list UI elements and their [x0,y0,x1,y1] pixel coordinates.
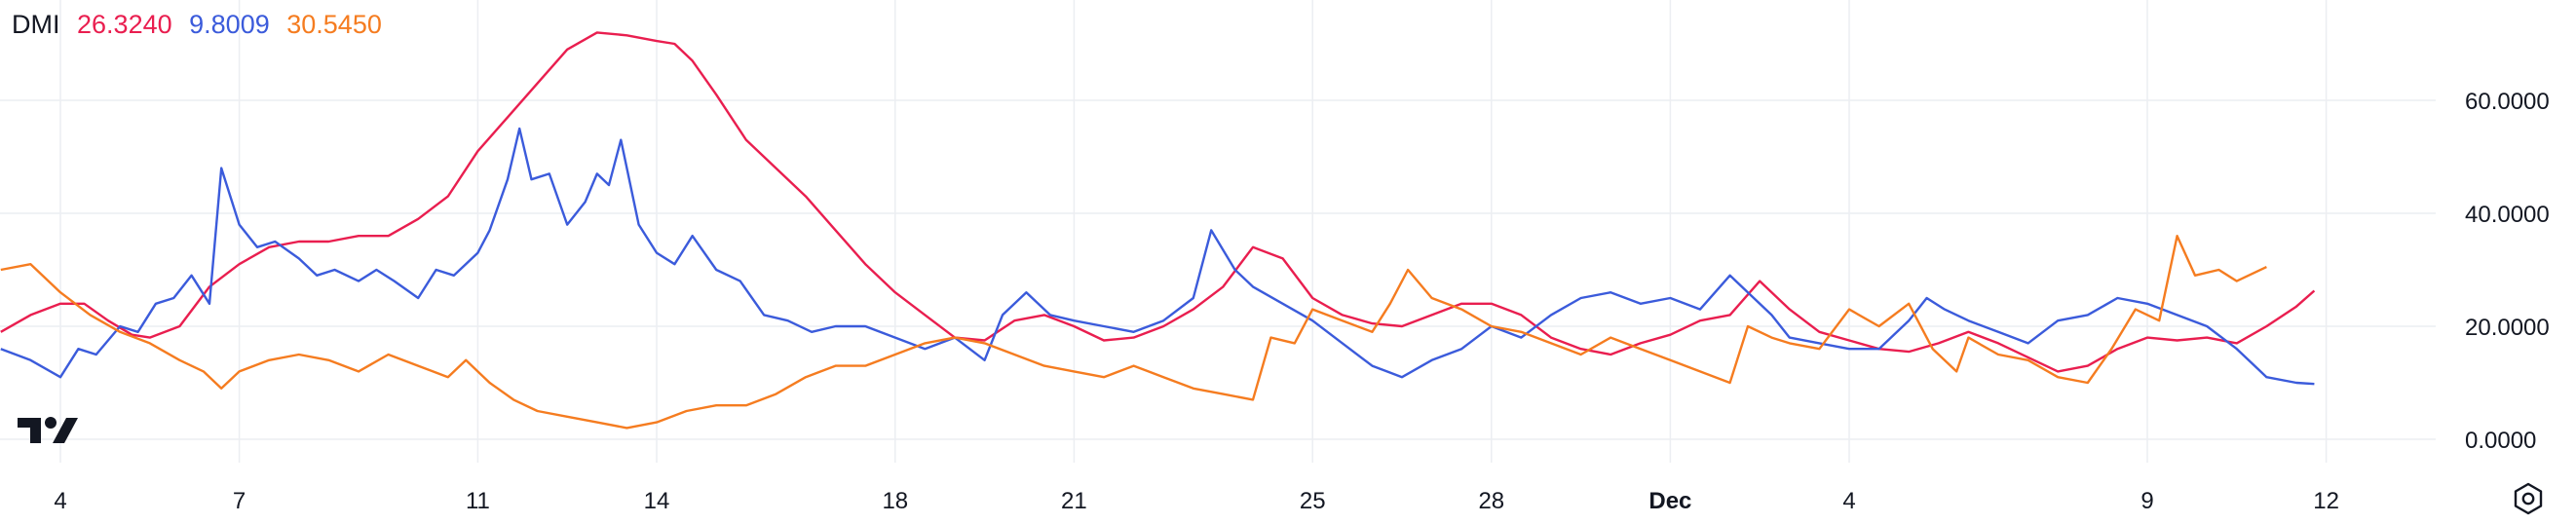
x-tick-label: 11 [466,488,490,514]
x-axis[interactable]: 4 7 11 14 18 21 25 28 Dec 4 9 12 [54,488,2339,514]
y-tick-label: 60.0000 [2465,89,2550,115]
x-tick-label: 7 [233,488,246,514]
tradingview-logo-icon[interactable] [16,414,80,452]
chart-series [0,31,2316,430]
x-tick-label: 18 [882,488,908,514]
x-tick-label: 4 [1842,488,1855,514]
x-tick-label: 21 [1061,488,1087,514]
legend-plus-di-value: 9.8009 [189,10,270,39]
legend-adx-value: 26.3240 [77,10,172,39]
x-tick-label: 25 [1300,488,1326,514]
x-tick-label: 28 [1478,488,1504,514]
y-tick-label: 40.0000 [2465,202,2550,228]
series-line-plus_di [0,127,2315,386]
series-line-minus_di [0,235,2267,430]
indicator-legend[interactable]: DMI 26.3240 9.8009 30.5450 [12,8,392,41]
x-tick-label: Dec [1648,488,1691,514]
x-tick-label: 4 [54,488,66,514]
series-line-adx [0,31,2316,373]
y-tick-label: 20.0000 [2465,315,2550,341]
legend-indicator-name[interactable]: DMI [12,10,60,39]
chart-grid [0,0,2436,463]
y-axis[interactable]: 0.0000 20.0000 40.0000 60.0000 [2465,89,2550,454]
x-tick-label: 14 [644,488,670,514]
x-tick-label: 12 [2313,488,2339,514]
y-tick-label: 0.0000 [2465,428,2536,454]
x-tick-label: 9 [2140,488,2153,514]
legend-minus-di-value: 30.5450 [286,10,382,39]
settings-gear-icon[interactable] [2512,482,2545,520]
